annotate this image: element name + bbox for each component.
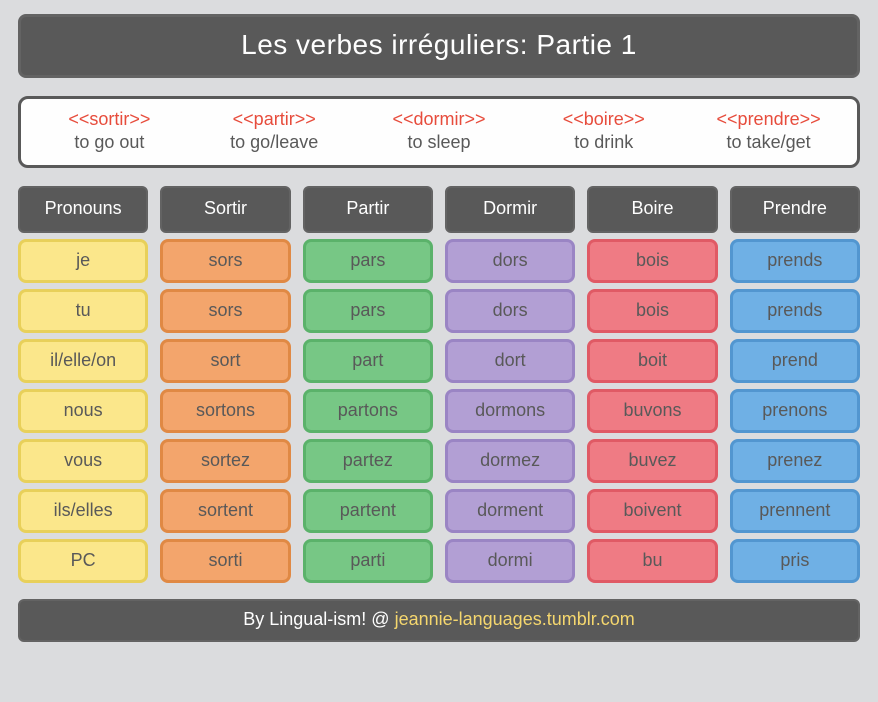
- conjugation-cell: partez: [303, 439, 433, 483]
- conjugation-cell: prennent: [730, 489, 860, 533]
- conjugation-cell: parti: [303, 539, 433, 583]
- legend-verb: <<prendre>>: [686, 109, 851, 130]
- conjugation-cell: sortent: [160, 489, 290, 533]
- conjugation-cell: sors: [160, 239, 290, 283]
- conjugation-cell: boit: [587, 339, 717, 383]
- conjugation-cell: dormons: [445, 389, 575, 433]
- column-header: Partir: [303, 186, 433, 233]
- column-header: Dormir: [445, 186, 575, 233]
- conjugation-table: Pronouns Sortir Partir Dormir Boire Prendre je…: [18, 186, 860, 583]
- conjugation-cell: buvez: [587, 439, 717, 483]
- legend-box: <<sortir>> to go out <<partir>> to go/le…: [18, 96, 860, 168]
- column-header: Pronouns: [18, 186, 148, 233]
- legend-verb: <<partir>>: [192, 109, 357, 130]
- page-title: Les verbes irréguliers: Partie 1: [18, 14, 860, 78]
- footer-link[interactable]: jeannie-languages.tumblr.com: [395, 609, 635, 629]
- legend-item: <<sortir>> to go out: [27, 109, 192, 153]
- conjugation-cell: dormi: [445, 539, 575, 583]
- conjugation-cell: sors: [160, 289, 290, 333]
- legend-gloss: to go out: [27, 132, 192, 153]
- conjugation-cell: dort: [445, 339, 575, 383]
- legend-item: <<dormir>> to sleep: [357, 109, 522, 153]
- pronoun-cell: ils/elles: [18, 489, 148, 533]
- conjugation-cell: sortons: [160, 389, 290, 433]
- legend-item: <<prendre>> to take/get: [686, 109, 851, 153]
- conjugation-cell: bois: [587, 289, 717, 333]
- column-header: Prendre: [730, 186, 860, 233]
- legend-item: <<partir>> to go/leave: [192, 109, 357, 153]
- legend-verb: <<dormir>>: [357, 109, 522, 130]
- pronoun-cell: vous: [18, 439, 148, 483]
- conjugation-cell: bu: [587, 539, 717, 583]
- conjugation-cell: sort: [160, 339, 290, 383]
- legend-gloss: to go/leave: [192, 132, 357, 153]
- legend-gloss: to drink: [521, 132, 686, 153]
- conjugation-cell: dors: [445, 239, 575, 283]
- legend-verb: <<boire>>: [521, 109, 686, 130]
- conjugation-cell: partons: [303, 389, 433, 433]
- conjugation-cell: pars: [303, 239, 433, 283]
- legend-item: <<boire>> to drink: [521, 109, 686, 153]
- footer: By Lingual-ism! @ jeannie-languages.tumb…: [18, 599, 860, 642]
- pronoun-cell: nous: [18, 389, 148, 433]
- legend-gloss: to sleep: [357, 132, 522, 153]
- pronoun-cell: il/elle/on: [18, 339, 148, 383]
- conjugation-cell: sortez: [160, 439, 290, 483]
- pronoun-cell: tu: [18, 289, 148, 333]
- conjugation-cell: prends: [730, 239, 860, 283]
- pronoun-cell: je: [18, 239, 148, 283]
- conjugation-cell: partent: [303, 489, 433, 533]
- conjugation-cell: dorment: [445, 489, 575, 533]
- pronoun-cell: PC: [18, 539, 148, 583]
- conjugation-cell: pars: [303, 289, 433, 333]
- conjugation-cell: sorti: [160, 539, 290, 583]
- footer-text: By Lingual-ism! @: [243, 609, 394, 629]
- conjugation-cell: boivent: [587, 489, 717, 533]
- legend-gloss: to take/get: [686, 132, 851, 153]
- conjugation-cell: dors: [445, 289, 575, 333]
- column-header: Boire: [587, 186, 717, 233]
- column-header: Sortir: [160, 186, 290, 233]
- conjugation-cell: dormez: [445, 439, 575, 483]
- conjugation-cell: bois: [587, 239, 717, 283]
- conjugation-cell: pris: [730, 539, 860, 583]
- legend-verb: <<sortir>>: [27, 109, 192, 130]
- conjugation-cell: part: [303, 339, 433, 383]
- conjugation-cell: prends: [730, 289, 860, 333]
- conjugation-cell: prend: [730, 339, 860, 383]
- conjugation-cell: prenez: [730, 439, 860, 483]
- conjugation-cell: prenons: [730, 389, 860, 433]
- conjugation-cell: buvons: [587, 389, 717, 433]
